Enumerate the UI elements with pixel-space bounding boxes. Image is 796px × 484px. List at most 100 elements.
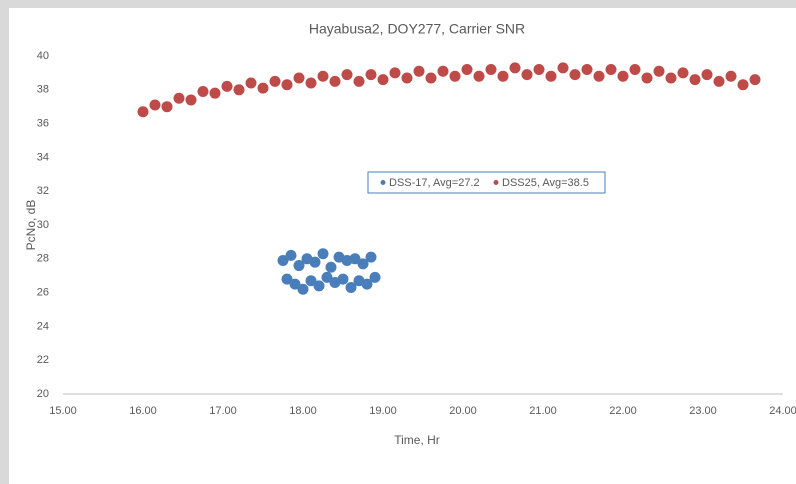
point bbox=[497, 70, 509, 82]
point bbox=[665, 72, 677, 84]
point bbox=[281, 273, 293, 285]
point bbox=[437, 65, 449, 77]
point bbox=[137, 106, 149, 118]
y-tick-label: 24 bbox=[37, 320, 49, 332]
point bbox=[285, 249, 297, 261]
legend-label: DSS25, Avg=38.5 bbox=[502, 177, 589, 189]
point bbox=[245, 77, 257, 89]
point bbox=[365, 69, 377, 81]
point bbox=[269, 75, 281, 87]
y-axis-title: PcNo, dB bbox=[24, 200, 38, 251]
y-tick-label: 20 bbox=[37, 388, 49, 400]
y-tick-label: 40 bbox=[37, 50, 49, 62]
point bbox=[281, 79, 293, 91]
y-tick-label: 26 bbox=[37, 287, 49, 299]
y-tick-label: 38 bbox=[37, 84, 49, 96]
point bbox=[197, 85, 209, 97]
point bbox=[641, 72, 653, 84]
point bbox=[449, 70, 461, 82]
x-tick-label: 22.00 bbox=[609, 405, 637, 417]
x-axis-title: Time, Hr bbox=[394, 433, 440, 447]
point bbox=[365, 251, 377, 263]
point bbox=[305, 275, 317, 287]
point bbox=[357, 258, 369, 270]
point bbox=[713, 75, 725, 87]
point bbox=[329, 75, 341, 87]
point bbox=[185, 94, 197, 106]
point bbox=[345, 282, 357, 294]
point bbox=[317, 70, 329, 82]
x-tick-label: 23.00 bbox=[689, 405, 717, 417]
x-tick-label: 15.00 bbox=[49, 405, 77, 417]
point bbox=[749, 74, 761, 86]
y-tick-label: 22 bbox=[37, 354, 49, 366]
x-tick-label: 16.00 bbox=[129, 405, 157, 417]
point bbox=[485, 64, 497, 76]
point bbox=[545, 70, 557, 82]
point bbox=[305, 77, 317, 89]
x-tick-label: 24.00 bbox=[769, 405, 796, 417]
point bbox=[221, 80, 233, 92]
point bbox=[293, 72, 305, 84]
point bbox=[233, 84, 245, 96]
point bbox=[341, 69, 353, 81]
point bbox=[461, 64, 473, 76]
frame-top bbox=[0, 0, 796, 8]
point bbox=[725, 70, 737, 82]
x-tick-label: 21.00 bbox=[529, 405, 557, 417]
point bbox=[349, 253, 361, 265]
legend-marker bbox=[380, 180, 386, 185]
legend-label: DSS-17, Avg=27.2 bbox=[389, 177, 480, 189]
legend-box bbox=[367, 171, 606, 194]
point bbox=[337, 273, 349, 285]
point bbox=[209, 87, 221, 99]
point bbox=[149, 99, 161, 111]
point bbox=[701, 69, 713, 81]
point bbox=[401, 72, 413, 84]
point bbox=[557, 62, 569, 74]
point bbox=[173, 92, 185, 104]
y-tick-label: 28 bbox=[37, 253, 49, 265]
point bbox=[369, 271, 381, 283]
point bbox=[593, 70, 605, 82]
point bbox=[605, 64, 617, 76]
point bbox=[533, 64, 545, 76]
chart-title: Hayabusa2, DOY277, Carrier SNR bbox=[309, 21, 525, 37]
point bbox=[313, 280, 325, 292]
point bbox=[653, 65, 665, 77]
point bbox=[257, 82, 269, 94]
point bbox=[413, 65, 425, 77]
point bbox=[353, 75, 365, 87]
point bbox=[325, 261, 337, 273]
y-tick-label: 32 bbox=[37, 185, 49, 197]
point bbox=[425, 72, 437, 84]
x-tick-label: 19.00 bbox=[369, 405, 397, 417]
point bbox=[289, 278, 301, 290]
legend-marker bbox=[493, 180, 499, 185]
y-tick-label: 30 bbox=[37, 219, 49, 231]
point bbox=[309, 256, 321, 268]
point bbox=[389, 67, 401, 79]
point bbox=[277, 254, 289, 266]
point bbox=[321, 271, 333, 283]
x-tick-label: 20.00 bbox=[449, 405, 477, 417]
point bbox=[293, 260, 305, 272]
y-tick-label: 34 bbox=[37, 151, 49, 163]
point bbox=[581, 64, 593, 76]
point bbox=[509, 62, 521, 74]
y-tick-label: 36 bbox=[37, 118, 49, 130]
x-tick-label: 17.00 bbox=[209, 405, 237, 417]
point bbox=[689, 74, 701, 86]
point bbox=[737, 79, 749, 91]
point bbox=[297, 283, 309, 295]
point bbox=[377, 74, 389, 86]
x-tick-label: 18.00 bbox=[289, 405, 317, 417]
point bbox=[161, 101, 173, 113]
point bbox=[317, 248, 329, 260]
frame-left bbox=[0, 0, 9, 484]
point bbox=[677, 67, 689, 79]
point bbox=[569, 69, 581, 81]
